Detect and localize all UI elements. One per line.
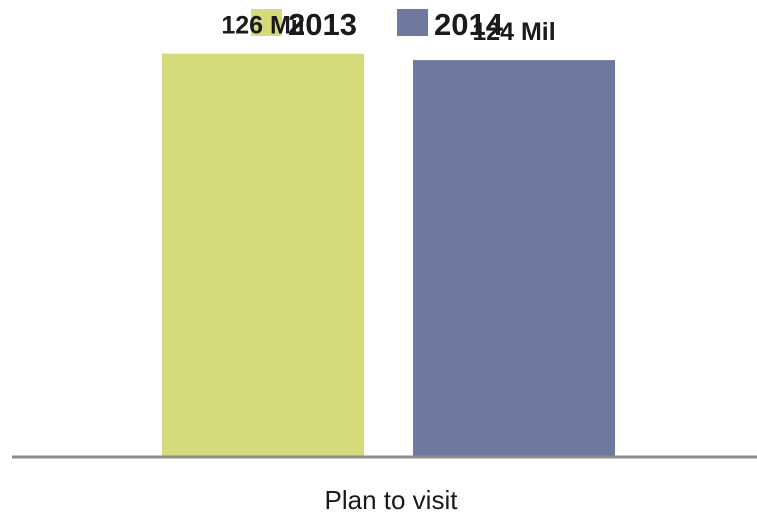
legend-swatch-2014 (397, 9, 428, 36)
legend: 2013 2014 (251, 7, 504, 42)
data-label-2013: 126 Mil (221, 12, 304, 40)
legend-label-2014: 2014 (434, 7, 504, 42)
data-labels-layer: 126 Mil 124 Mil (221, 12, 555, 46)
data-label-2014: 124 Mil (472, 18, 555, 46)
legend-label-2013: 2013 (288, 7, 357, 42)
bar-2014 (413, 60, 615, 456)
legend-swatch-2013 (251, 9, 282, 36)
legend-item-2013: 2013 (251, 7, 357, 42)
bar-2013 (162, 53, 364, 456)
x-category-label: Plan to visit (325, 485, 459, 515)
bars-layer (162, 53, 615, 456)
legend-item-2014: 2014 (397, 7, 504, 42)
